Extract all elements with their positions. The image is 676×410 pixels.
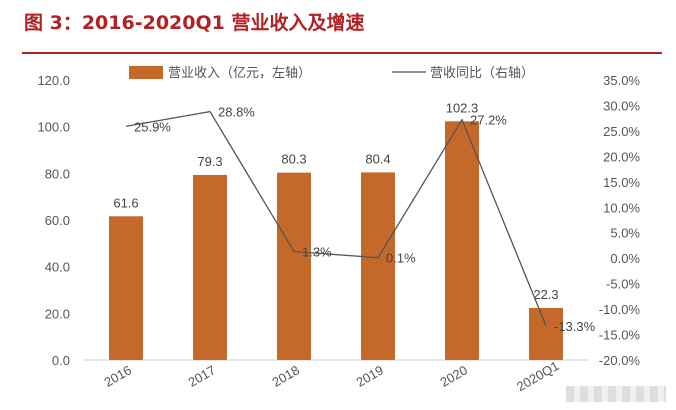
revenue-bar [445, 121, 479, 360]
revenue-bar-value-label: 102.3 [446, 100, 479, 115]
x-axis-tick-label: 2020 [437, 362, 470, 389]
right-axis-tick-label: 35.0% [603, 73, 640, 88]
left-axis-tick-label: 80.0 [45, 166, 70, 181]
growth-value-label: 25.9% [134, 119, 171, 134]
revenue-bar [361, 172, 395, 360]
bar-series [109, 121, 563, 360]
title-rule [22, 52, 662, 54]
legend-line-label: 营收同比（右轴） [430, 66, 534, 81]
watermark [566, 386, 666, 402]
x-axis-tick-label: 2019 [353, 362, 386, 389]
left-axis-tick-label: 60.0 [45, 213, 70, 228]
revenue-bar [193, 174, 227, 360]
revenue-bar [529, 307, 563, 360]
growth-value-label: 0.1% [386, 251, 416, 266]
x-axis-tick-label: 2018 [269, 362, 302, 389]
left-axis: 0.0 20.0 40.0 60.0 80.0 100.0 120.0 [37, 73, 70, 368]
growth-value-label: -13.3% [554, 319, 596, 334]
x-axis-tick-label: 2017 [185, 362, 218, 389]
revenue-bar-value-label: 80.3 [281, 152, 306, 167]
growth-line [125, 110, 547, 327]
revenue-bar-value-label: 22.3 [533, 287, 558, 302]
right-axis: -20.0% -15.0% -10.0% -5.0% 0.0% 5.0% 10.0% 15.0… [599, 73, 641, 368]
right-axis-tick-label: -20.0% [599, 353, 641, 368]
right-axis-tick-label: 20.0% [603, 149, 640, 164]
right-axis-tick-label: 10.0% [603, 200, 640, 215]
growth-value-label: 1.3% [302, 245, 332, 260]
right-axis-tick-label: -15.0% [599, 328, 641, 343]
left-axis-tick-label: 0.0 [52, 353, 70, 368]
left-axis-tick-label: 20.0 [45, 306, 70, 321]
right-axis-tick-label: 0.0% [610, 251, 640, 266]
legend-bar-label: 营业收入（亿元，左轴） [168, 66, 311, 81]
figure-title: 图 3：2016-2020Q1 营业收入及增速 [24, 12, 365, 34]
left-axis-tick-label: 40.0 [45, 260, 70, 275]
right-axis-tick-label: 25.0% [603, 124, 640, 139]
right-axis-tick-label: 5.0% [610, 226, 640, 241]
growth-value-label: 28.8% [218, 105, 255, 120]
revenue-bar [109, 216, 143, 360]
right-axis-tick-label: -10.0% [599, 302, 641, 317]
legend: 营业收入（亿元，左轴） 营收同比（右轴） [129, 66, 534, 81]
left-axis-tick-label: 100.0 [37, 120, 70, 135]
x-axis: 2016 2017 2018 2019 2020 2020Q1 [101, 358, 561, 394]
right-axis-tick-label: -5.0% [606, 277, 640, 292]
revenue-bar-value-label: 79.3 [197, 154, 222, 169]
revenue-bar [277, 172, 311, 360]
x-axis-tick-label: 2016 [101, 362, 134, 389]
left-axis-tick-label: 120.0 [37, 73, 70, 88]
growth-value-label: 27.2% [470, 113, 507, 128]
right-axis-tick-label: 30.0% [603, 98, 640, 113]
revenue-bar-value-label: 61.6 [113, 195, 138, 210]
growth-line-series: 25.9% 28.8% 1.3% 0.1% 27.2% -13.3% [125, 105, 596, 334]
right-axis-tick-label: 15.0% [603, 175, 640, 190]
revenue-bar-value-label: 80.4 [365, 151, 390, 166]
x-axis-tick-label: 2020Q1 [514, 358, 562, 394]
bar-value-labels: 61.6 79.3 80.3 80.4 102.3 22.3 [113, 100, 558, 302]
legend-bar-swatch [129, 66, 163, 79]
